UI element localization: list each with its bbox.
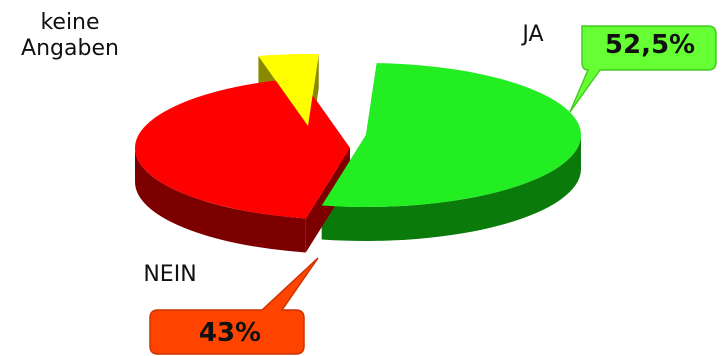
data-label-ja: 52,5%: [604, 30, 696, 60]
category-label-keine-angaben: keine Angaben: [0, 10, 140, 62]
category-label-keine-line1: keine: [40, 10, 100, 35]
category-label-nein: NEIN: [143, 262, 197, 287]
category-label-keine-line2: Angaben: [21, 36, 119, 61]
pie-slice-1: [134, 77, 350, 219]
pie-slice-2: [258, 54, 319, 126]
data-label-nein: 43%: [198, 318, 262, 348]
category-label-ja: JA: [522, 22, 544, 47]
callout-nein: [149, 257, 319, 355]
pie-slice-0: [321, 63, 582, 207]
callout-ja: [569, 25, 717, 113]
